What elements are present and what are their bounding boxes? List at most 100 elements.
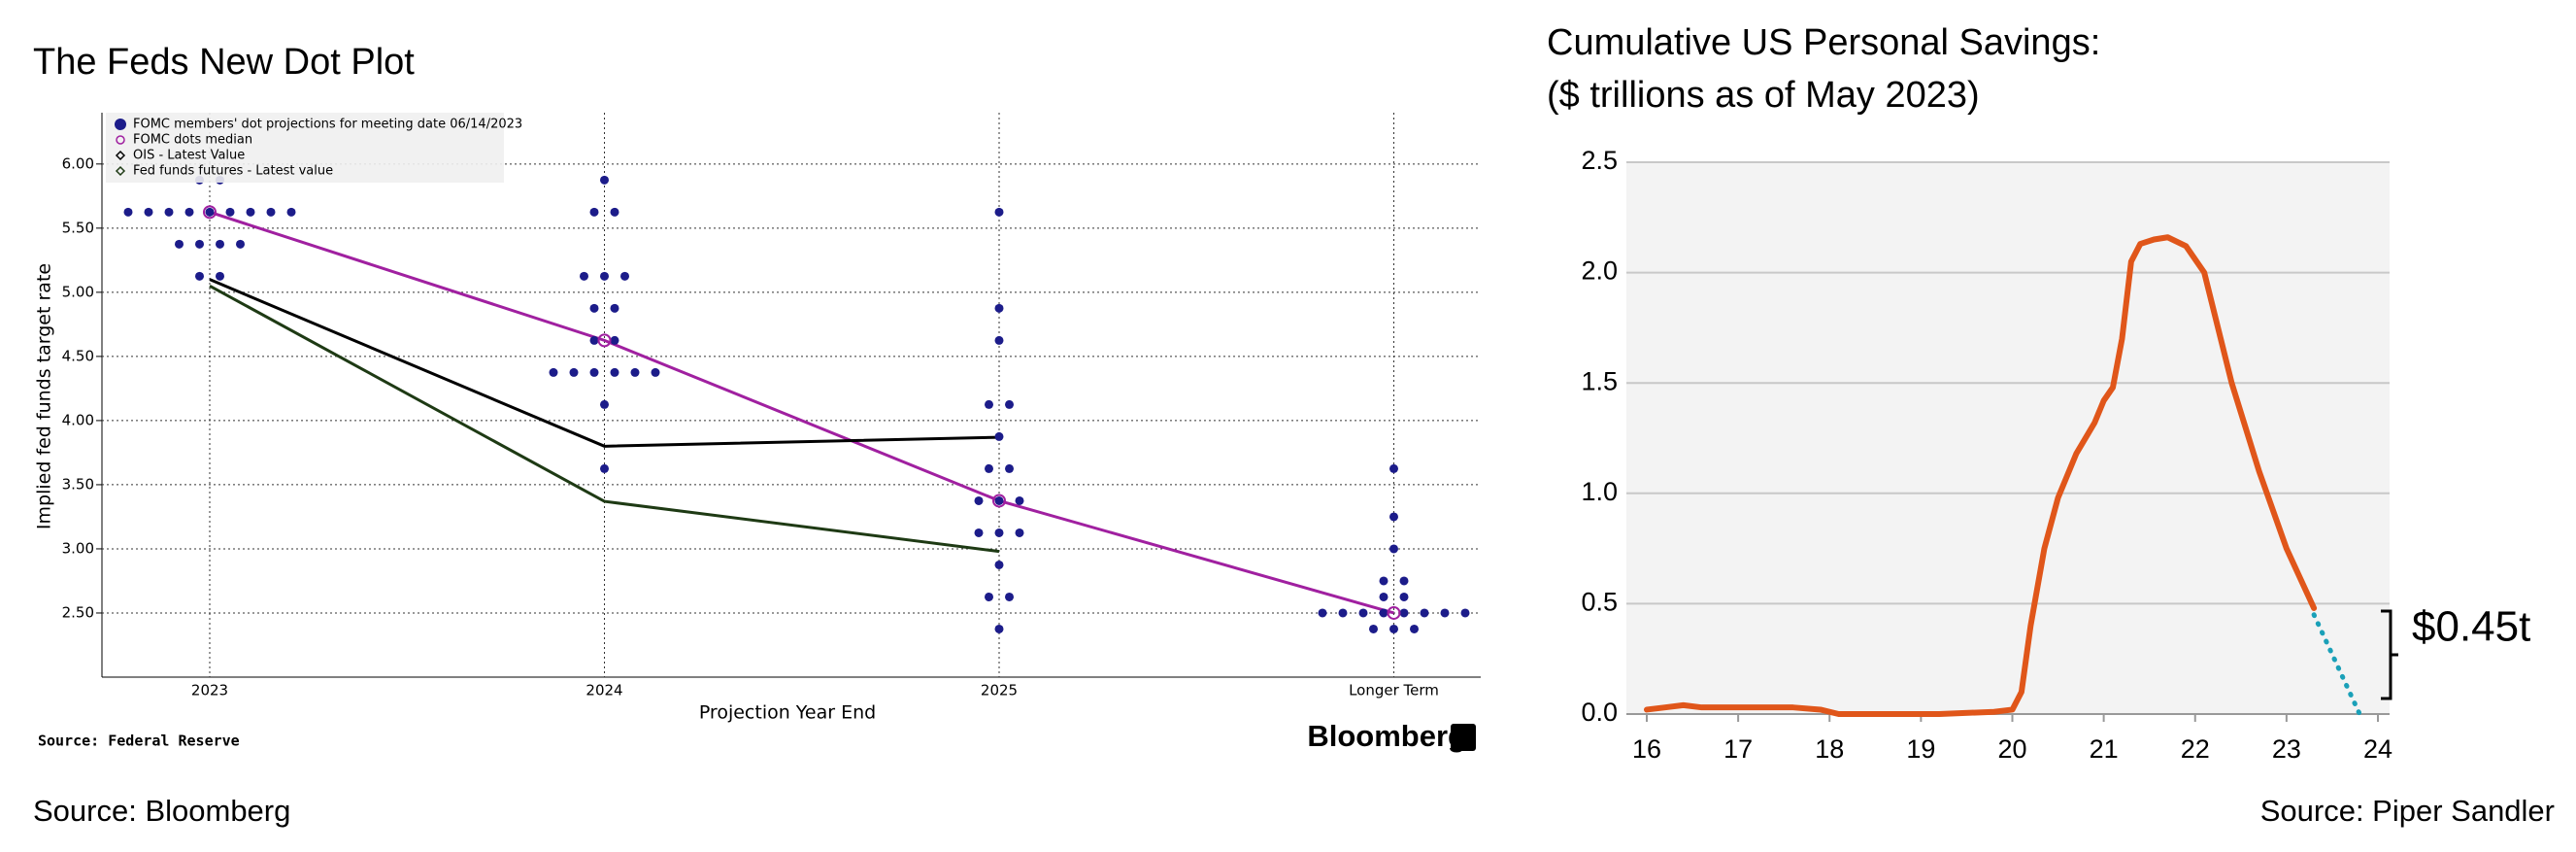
x-tick-label: Longer Term bbox=[1349, 682, 1439, 699]
dot bbox=[246, 207, 255, 217]
dot bbox=[1379, 608, 1388, 618]
y-tick-label: 0.0 bbox=[1581, 698, 1618, 727]
dot bbox=[610, 303, 619, 313]
dot bbox=[580, 271, 588, 281]
y-tick-label: 2.0 bbox=[1581, 256, 1618, 286]
x-tick-label: 20 bbox=[1997, 734, 2026, 764]
x-axis-label: Projection Year End bbox=[699, 702, 876, 724]
legend-marker bbox=[115, 119, 126, 130]
chart-title: The Feds New Dot Plot bbox=[33, 42, 415, 83]
dot bbox=[236, 239, 245, 249]
dot bbox=[589, 207, 599, 217]
dot bbox=[985, 463, 993, 473]
dot bbox=[1389, 544, 1398, 554]
legend-box bbox=[106, 113, 504, 183]
annotation: $0.45t bbox=[2412, 603, 2530, 651]
dot bbox=[994, 560, 1004, 569]
line bbox=[1644, 234, 2318, 717]
dot bbox=[1005, 399, 1014, 409]
dot bbox=[205, 207, 215, 217]
x-tick-label: 2024 bbox=[585, 682, 622, 699]
footnote: Source: Bloomberg bbox=[33, 794, 290, 828]
dot bbox=[589, 367, 599, 377]
legend-marker bbox=[115, 150, 126, 161]
dot bbox=[610, 207, 619, 217]
dot bbox=[164, 207, 174, 217]
y-tick-label: 6.00 bbox=[62, 154, 94, 172]
dot bbox=[994, 624, 1004, 633]
dot bbox=[1410, 624, 1419, 633]
dot bbox=[123, 207, 133, 217]
dot bbox=[994, 303, 1004, 313]
dot bbox=[1005, 463, 1014, 473]
dot bbox=[1369, 624, 1378, 633]
dot bbox=[549, 367, 558, 377]
dot bbox=[630, 367, 640, 377]
median-marker bbox=[597, 333, 612, 348]
dot bbox=[1379, 592, 1388, 601]
x-tick-label: 24 bbox=[2363, 734, 2392, 764]
y-tick-label: 0.5 bbox=[1581, 588, 1618, 617]
dot bbox=[620, 271, 629, 281]
dot bbox=[286, 207, 296, 217]
dot bbox=[589, 335, 599, 345]
dot bbox=[994, 207, 1004, 217]
dot bbox=[266, 207, 276, 217]
legend-label: OIS - Latest Value bbox=[133, 149, 245, 163]
dot bbox=[1420, 608, 1429, 618]
line bbox=[209, 210, 1394, 615]
legend-label: FOMC dots median bbox=[133, 133, 252, 148]
dot bbox=[974, 528, 984, 537]
dot bbox=[994, 431, 1004, 441]
dot bbox=[1015, 528, 1024, 537]
dot bbox=[569, 367, 579, 377]
dot bbox=[225, 207, 235, 217]
y-axis-label: Implied fed funds target rate bbox=[34, 263, 55, 529]
chart-title: Cumulative US Personal Savings: bbox=[1547, 22, 2100, 63]
dot bbox=[144, 207, 153, 217]
line bbox=[209, 278, 1000, 448]
dot bbox=[184, 207, 194, 217]
dot bbox=[195, 239, 204, 249]
source: Source: Federal Reserve bbox=[38, 733, 240, 750]
dot bbox=[610, 367, 619, 377]
dot bbox=[589, 303, 599, 313]
dot bbox=[175, 239, 184, 249]
dot bbox=[1399, 576, 1409, 586]
dot bbox=[1389, 512, 1398, 522]
x-tick-label: 23 bbox=[2272, 734, 2301, 764]
legend-marker bbox=[116, 135, 125, 145]
y-tick-label: 4.00 bbox=[62, 411, 94, 428]
x-tick-label: 18 bbox=[1815, 734, 1844, 764]
y-tick-label: 2.5 bbox=[1581, 146, 1618, 175]
x-tick-label: 2025 bbox=[981, 682, 1018, 699]
x-tick-label: 17 bbox=[1723, 734, 1753, 764]
chart-subtitle: ($ trillions as of May 2023) bbox=[1547, 75, 1980, 116]
dot bbox=[195, 271, 204, 281]
dot bbox=[600, 271, 609, 281]
dot bbox=[216, 239, 224, 249]
dot bbox=[1399, 592, 1409, 601]
x-tick-label: 2023 bbox=[191, 682, 228, 699]
dot bbox=[1460, 608, 1470, 618]
x-tick-label: 22 bbox=[2181, 734, 2210, 764]
dot bbox=[1358, 608, 1368, 618]
y-tick-label: 4.50 bbox=[62, 347, 94, 364]
dot bbox=[600, 463, 609, 473]
legend-marker bbox=[115, 165, 126, 177]
dot bbox=[216, 271, 224, 281]
dot bbox=[610, 335, 619, 345]
legend-label: FOMC members' dot projections for meetin… bbox=[133, 118, 522, 132]
dot bbox=[1379, 576, 1388, 586]
line bbox=[209, 284, 1000, 554]
median-marker bbox=[203, 205, 217, 220]
dot bbox=[1005, 592, 1014, 601]
dot bbox=[985, 399, 993, 409]
dot bbox=[600, 399, 609, 409]
dot bbox=[1389, 463, 1398, 473]
median-marker bbox=[1387, 605, 1401, 620]
median-marker bbox=[992, 494, 1006, 508]
x-tick-label: 16 bbox=[1632, 734, 1661, 764]
dot bbox=[600, 175, 609, 185]
